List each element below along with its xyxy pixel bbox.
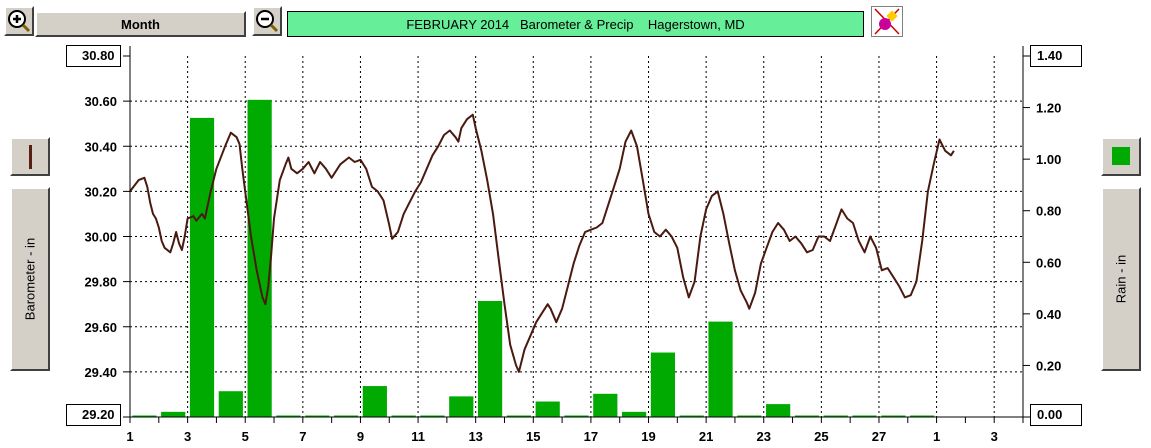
rain-bar	[535, 401, 560, 417]
rain-bar	[276, 415, 301, 417]
rain-bar	[247, 99, 272, 417]
rain-bar	[333, 415, 359, 417]
rain-bar	[852, 415, 877, 417]
left-tick-label: 29.40	[84, 365, 117, 380]
rain-bar	[679, 415, 704, 417]
left-bottom-value: 29.20	[66, 404, 121, 426]
rain-bar	[564, 415, 589, 417]
rain-bar	[622, 411, 647, 417]
right-tick-label: 0.40	[1036, 307, 1061, 322]
x-tick-label: 21	[699, 429, 713, 444]
x-tick-label: 17	[584, 429, 598, 444]
rain-axis-button[interactable]: Rain - in	[1101, 187, 1141, 371]
left-tick-label: 30.40	[84, 139, 117, 154]
right-tick-label: 1.20	[1036, 101, 1061, 116]
right-top-value: 1.40	[1030, 45, 1082, 67]
x-tick-label: 1	[126, 429, 133, 444]
left-top-value: 30.80	[66, 45, 121, 67]
x-tick-label: 27	[872, 429, 886, 444]
zoom-out-icon	[256, 10, 279, 33]
rain-bar	[189, 117, 215, 417]
left-tick-label: 29.80	[84, 275, 117, 290]
chart-title: FEBRUARY 2014 Barometer & Precip Hagerst…	[287, 11, 864, 37]
paint-marker-icon	[874, 8, 900, 35]
rain-bar	[708, 321, 733, 417]
x-tick-label: 9	[357, 429, 364, 444]
rain-bar	[910, 415, 935, 417]
rain-bar	[218, 391, 243, 417]
rain-swatch	[1112, 147, 1130, 165]
rain-bar	[506, 415, 531, 417]
x-tick-label: 3	[991, 429, 998, 444]
left-tick-label: 30.60	[84, 94, 117, 109]
period-select-button[interactable]: Month	[35, 11, 246, 37]
right-tick-label: 0.20	[1036, 358, 1061, 373]
x-tick-label: 1	[933, 429, 940, 444]
rain-bar	[650, 352, 676, 417]
x-tick-label: 5	[242, 429, 249, 444]
x-tick-label: 3	[184, 429, 191, 444]
zoom-in-button[interactable]	[4, 6, 34, 36]
rain-bar	[881, 415, 906, 417]
rain-bar	[161, 411, 186, 417]
x-tick-label: 11	[411, 429, 425, 444]
rain-bar	[132, 415, 157, 417]
left-tick-label: 30.20	[84, 184, 117, 199]
barometer-line	[129, 113, 955, 373]
barometer-axis-button[interactable]: Barometer - in	[10, 187, 50, 371]
paint-tool-button[interactable]	[871, 6, 903, 37]
chart-title-text: FEBRUARY 2014 Barometer & Precip Hagerst…	[406, 16, 745, 32]
barometer-series-button[interactable]	[10, 137, 50, 176]
x-tick-label: 25	[814, 429, 828, 444]
zoom-in-icon	[8, 10, 31, 33]
rain-bar	[737, 415, 762, 417]
x-tick-label: 7	[299, 429, 306, 444]
x-tick-label: 15	[526, 429, 540, 444]
rain-bar	[449, 396, 474, 417]
zoom-out-button[interactable]	[252, 6, 282, 36]
right-tick-label: 0.60	[1036, 255, 1061, 270]
rain-bar	[420, 415, 445, 417]
rain-bar	[593, 393, 618, 417]
x-tick-label: 23	[757, 429, 771, 444]
rain-bar	[766, 404, 791, 417]
rain-bar	[477, 300, 503, 417]
rain-series-button[interactable]	[1101, 137, 1141, 176]
rain-bar	[362, 386, 387, 417]
rain-bar	[794, 415, 820, 417]
barometer-swatch	[29, 145, 32, 169]
rain-bar	[305, 415, 330, 417]
right-bottom-value: 0.00	[1030, 404, 1082, 426]
right-tick-label: 1.00	[1036, 152, 1061, 167]
rain-bar	[391, 415, 416, 417]
x-tick-label: 19	[641, 429, 655, 444]
left-tick-label: 29.60	[84, 320, 117, 335]
rain-bar	[823, 415, 848, 417]
x-tick-label: 13	[468, 429, 482, 444]
left-tick-label: 30.00	[84, 230, 117, 245]
right-tick-label: 0.80	[1036, 204, 1061, 219]
period-label: Month	[121, 16, 160, 32]
